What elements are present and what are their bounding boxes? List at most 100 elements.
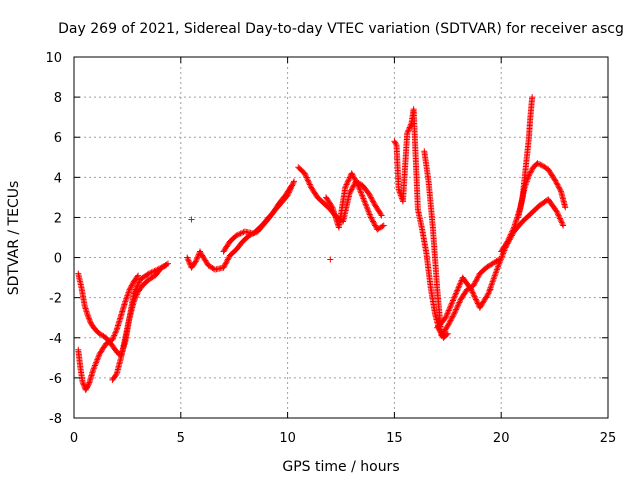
data-marker-arc4 xyxy=(197,249,204,256)
data-marker-arc9 xyxy=(451,309,458,316)
data-marker-arc5 xyxy=(290,179,297,186)
data-marker-arc11 xyxy=(507,232,514,239)
data-marker-arc6 xyxy=(370,198,377,205)
data-marker-arc11 xyxy=(527,169,534,176)
data-marker-arc2 xyxy=(101,343,108,350)
data-point-arc10 xyxy=(560,222,567,229)
data-marker-arc10 xyxy=(443,311,450,318)
data-marker-arc4 xyxy=(186,260,193,267)
y-tick-label: 0 xyxy=(54,252,62,267)
data-marker-arc9 xyxy=(455,300,462,307)
data-marker-arc7 xyxy=(363,202,370,209)
data-marker-arc8 xyxy=(404,128,411,135)
data-marker-arc4 xyxy=(231,248,238,255)
data-marker-arc7 xyxy=(328,203,335,210)
data-marks xyxy=(75,94,569,393)
data-marker-arc10 xyxy=(450,296,457,303)
data-marker-arc1 xyxy=(100,333,107,340)
data-marker-arc9 xyxy=(447,317,454,324)
data-marker-arc2 xyxy=(89,368,96,375)
data-marker-arc10 xyxy=(444,310,451,317)
y-tick-label: -4 xyxy=(49,332,62,347)
data-marker-arc10 xyxy=(446,304,453,311)
data-marker-arc5 xyxy=(287,186,294,193)
data-marker-arc5 xyxy=(225,241,232,248)
data-marker-arc9 xyxy=(473,275,480,282)
data-marker-arc1 xyxy=(86,316,93,323)
data-marker-arc6 xyxy=(302,171,309,178)
data-marker-arc7 xyxy=(350,174,357,181)
data-marker-arc7 xyxy=(358,191,365,198)
data-marker-arc6 xyxy=(350,183,357,190)
data-marker-arc7 xyxy=(344,178,351,185)
data-marker-arc2 xyxy=(110,333,117,340)
data-marker-arc10 xyxy=(552,207,559,214)
data-marker-arc6 xyxy=(346,191,353,198)
data-marker-arc7 xyxy=(356,185,363,192)
data-marker-arc10 xyxy=(471,293,478,300)
data-marker-arc10 xyxy=(556,214,563,221)
data-marker-arc10 xyxy=(493,268,500,275)
data-marker-arc4 xyxy=(186,258,193,265)
data-marker-arc6 xyxy=(363,188,370,195)
data-marker-arc10 xyxy=(456,281,463,288)
data-marker-arc11 xyxy=(505,235,512,242)
data-marker-arc4 xyxy=(237,240,244,247)
data-marker-arc9 xyxy=(450,312,457,319)
data-marker-arc8 xyxy=(418,224,425,231)
data-point-isolated xyxy=(487,286,494,293)
data-point-arc7 xyxy=(355,182,362,189)
data-marker-arc7 xyxy=(362,199,369,206)
y-tick-label: 10 xyxy=(45,51,62,66)
data-marker-arc6 xyxy=(376,209,383,216)
data-marker-arc10 xyxy=(499,253,506,260)
data-marker-arc7 xyxy=(342,185,349,192)
data-marker-arc7 xyxy=(365,208,372,215)
y-tick-label: -8 xyxy=(49,412,62,427)
data-marker-arc4 xyxy=(221,261,228,268)
data-marker-arc1 xyxy=(87,318,94,325)
data-marker-arc11 xyxy=(528,166,535,173)
data-marker-arc7 xyxy=(360,195,367,202)
data-marker-arc10 xyxy=(534,204,541,211)
data-marker-arc7 xyxy=(360,196,367,203)
data-marker-arc11 xyxy=(557,187,564,194)
data-marker-arc6 xyxy=(307,182,314,189)
data-marker-arc1 xyxy=(85,315,92,322)
data-marker-arc6 xyxy=(303,174,310,181)
data-marker-arc4 xyxy=(223,259,230,266)
data-marker-arc10 xyxy=(469,289,476,296)
data-marker-arc9 xyxy=(462,289,469,296)
data-marker-arc9 xyxy=(487,262,494,269)
data-marker-arc10 xyxy=(440,316,447,323)
data-marker-arc7 xyxy=(358,189,365,196)
data-marker-arc1 xyxy=(90,324,97,331)
data-marker-arc6 xyxy=(370,199,377,206)
data-point-arc4 xyxy=(184,254,191,261)
data-marker-arc10 xyxy=(455,284,462,291)
data-marker-arc4 xyxy=(209,264,216,271)
data-marker-arc2 xyxy=(79,377,86,384)
data-marker-arc11 xyxy=(508,230,515,237)
y-tick-label: 8 xyxy=(54,91,62,106)
data-marker-arc10 xyxy=(457,280,464,287)
data-marker-arc2 xyxy=(128,282,135,289)
data-marker-arc5 xyxy=(289,182,296,189)
data-marker-arc5 xyxy=(285,190,292,197)
data-marker-arc9 xyxy=(456,298,463,305)
data-marker-arc4 xyxy=(195,252,202,259)
data-marker-arc5 xyxy=(234,231,241,238)
data-marker-arc10 xyxy=(498,254,505,261)
data-marker-arc3 xyxy=(117,356,124,363)
data-marker-arc4 xyxy=(244,234,251,241)
data-marker-arc8 xyxy=(395,184,402,191)
data-marker-arc11 xyxy=(554,181,561,188)
data-marker-arc8 xyxy=(404,131,411,138)
data-marker-arc11 xyxy=(556,185,563,192)
data-marker-arc9 xyxy=(473,277,480,284)
data-marker-arc9 xyxy=(454,303,461,310)
data-marker-arc7 xyxy=(352,177,359,184)
data-marker-arc9 xyxy=(449,313,456,320)
data-marker-arc2 xyxy=(127,285,134,292)
data-marker-arc2 xyxy=(121,300,128,307)
